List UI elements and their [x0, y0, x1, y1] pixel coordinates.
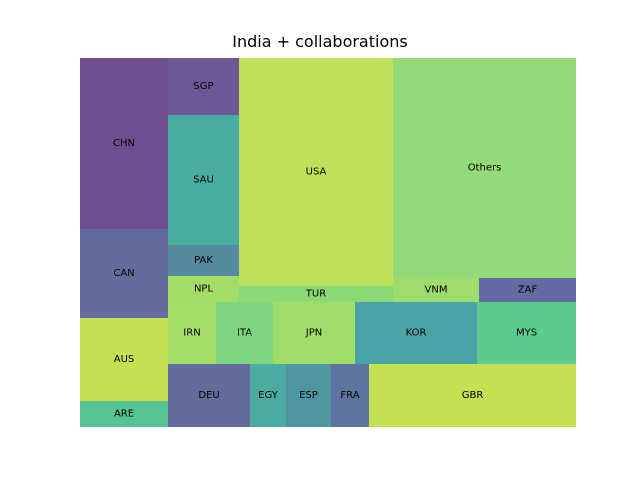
chart-title: India + collaborations — [232, 32, 408, 51]
treemap-label-fra: FRA — [340, 390, 359, 401]
treemap-label-jpn: JPN — [305, 328, 322, 339]
treemap-label-mys: MYS — [516, 328, 537, 339]
treemap-cell-chn — [80, 58, 168, 229]
treemap-cell-gbr — [369, 364, 576, 427]
treemap-label-are: ARE — [114, 409, 134, 420]
treemap-label-gbr: GBR — [462, 390, 484, 401]
treemap-label-others: Others — [468, 163, 502, 174]
treemap-label-kor: KOR — [406, 328, 427, 339]
treemap-cell-pak — [168, 245, 239, 276]
treemap-cell-aus — [80, 318, 168, 401]
treemap-cell-kor — [355, 302, 477, 364]
treemap-label-aus: AUS — [114, 354, 135, 365]
treemap-label-sgp: SGP — [193, 81, 213, 92]
treemap-cell-zaf — [479, 278, 576, 302]
treemap-cell-npl — [168, 276, 239, 302]
treemap-cell-fra — [331, 364, 369, 427]
treemap-label-can: CAN — [113, 268, 134, 279]
treemap-cell-jpn — [273, 302, 355, 364]
treemap-label-tur: TUR — [305, 289, 326, 300]
treemap-label-zaf: ZAF — [518, 285, 538, 296]
treemap-cell-are — [80, 401, 168, 427]
treemap-label-npl: NPL — [194, 284, 214, 295]
treemap-cell-others — [393, 58, 576, 278]
treemap-label-sau: SAU — [193, 175, 214, 186]
treemap-label-vnm: VNM — [425, 285, 448, 296]
treemap-label-esp: ESP — [299, 390, 318, 401]
treemap-label-chn: CHN — [113, 138, 135, 149]
treemap-cell-egy — [250, 364, 286, 427]
treemap-label-pak: PAK — [194, 255, 213, 266]
treemap-label-irn: IRN — [183, 328, 200, 339]
treemap-label-egy: EGY — [258, 390, 279, 401]
treemap-cell-ita — [216, 302, 273, 364]
treemap-label-ita: ITA — [237, 328, 252, 339]
treemap-label-usa: USA — [306, 167, 327, 178]
treemap-cell-can — [80, 229, 168, 318]
treemap-cell-tur — [239, 286, 393, 302]
treemap-cell-usa — [239, 58, 393, 286]
treemap-cell-sau — [168, 115, 239, 245]
treemap-cell-vnm — [393, 278, 479, 302]
treemap-cell-irn — [168, 302, 216, 364]
treemap-cell-esp — [286, 364, 331, 427]
treemap-cell-mys — [477, 302, 576, 364]
treemap-cell-deu — [168, 364, 250, 427]
treemap-label-deu: DEU — [198, 390, 219, 401]
treemap-cell-sgp — [168, 58, 239, 115]
